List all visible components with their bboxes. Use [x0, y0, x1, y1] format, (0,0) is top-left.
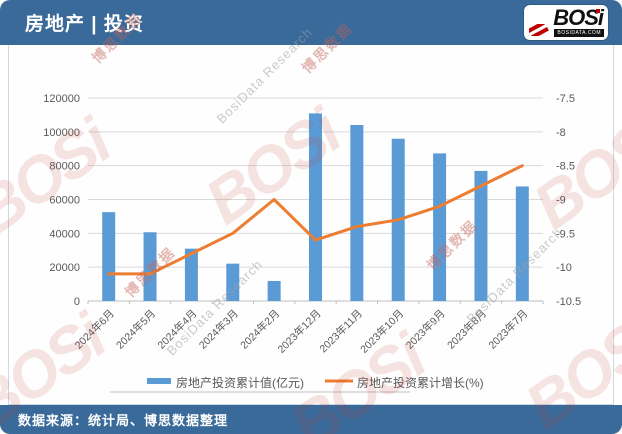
data-source-text: 数据来源：统计局、博思数据整理: [18, 413, 229, 428]
bosi-logo: BOSi BOSIDATA.COM: [524, 5, 608, 40]
legend-bar-label: 房地产投资累计值(亿元): [176, 375, 304, 390]
logo-text: BOSi: [553, 5, 604, 30]
y-axis-label-left: 0: [74, 296, 80, 308]
y-axis-label-right: -10: [556, 262, 572, 274]
y-axis-label-right: -9.5: [556, 228, 575, 240]
legend-line-label: 房地产投资累计增长(%): [357, 375, 484, 390]
y-axis-label-left: 100000: [43, 127, 80, 139]
y-axis-label-right: -7.5: [556, 93, 575, 105]
bar: [350, 124, 364, 301]
y-axis-label-left: 60000: [49, 195, 80, 207]
x-axis-label: 2023年9月: [403, 307, 448, 352]
bar: [433, 153, 447, 301]
legend-bar-swatch: [147, 378, 171, 384]
y-axis-label-right: -9: [556, 195, 566, 207]
logo-i-dot-icon: [596, 9, 600, 13]
x-axis-label: 2023年12月: [275, 307, 324, 356]
bar: [474, 170, 488, 301]
y-axis-label-left: 20000: [49, 262, 80, 274]
logo-stripes-icon: [529, 24, 551, 36]
footer-bar: 数据来源：统计局、博思数据整理: [0, 405, 622, 434]
y-axis-label-left: 80000: [49, 161, 80, 173]
x-axis-label: 2023年10月: [358, 307, 407, 356]
bar: [515, 186, 529, 301]
bar: [267, 280, 281, 301]
combo-chart: 0 -10.5 20000 -10 40000 -9.5 60000 -9 80000 -8.5 1…: [43, 93, 581, 393]
page-title: 房地产 | 投资: [25, 14, 144, 35]
bar: [309, 113, 322, 301]
bar: [184, 248, 198, 301]
y-axis-label-right: -8: [556, 127, 566, 139]
bar: [102, 212, 116, 301]
x-axis-label: 2024年6月: [72, 307, 117, 352]
bar: [143, 232, 157, 301]
header-bar: 房地产 | 投资 BOSi BOSIDATA.COM: [0, 0, 622, 45]
y-axis-label-right: -10.5: [556, 296, 581, 308]
y-axis-label-right: -8.5: [556, 161, 575, 173]
y-axis-label-left: 40000: [49, 228, 80, 240]
x-axis-label: 2024年3月: [196, 307, 241, 352]
x-axis-label: 2024年4月: [155, 307, 200, 352]
y-axis-label-left: 120000: [43, 93, 80, 105]
x-axis-label: 2024年2月: [238, 307, 283, 352]
x-axis-label: 2023年8月: [444, 307, 489, 352]
x-axis-label: 2023年7月: [486, 307, 531, 352]
x-axis-label: 2024年5月: [113, 307, 158, 352]
bar: [226, 263, 240, 301]
trend-line: [107, 164, 524, 276]
logo-caption: BOSIDATA.COM: [554, 29, 604, 37]
